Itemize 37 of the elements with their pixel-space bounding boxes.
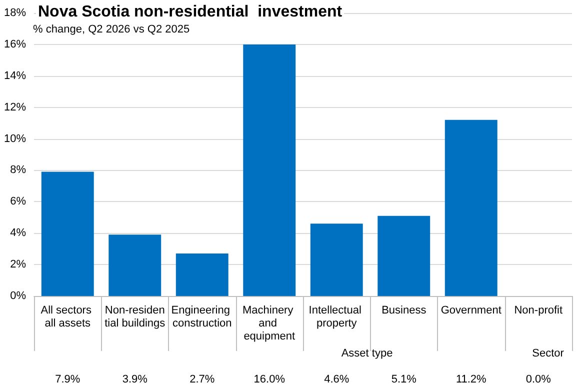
y-tick-label: 6% xyxy=(10,196,26,208)
y-tick-label: 0% xyxy=(10,290,26,302)
y-tick-label: 12% xyxy=(4,101,26,114)
x-tick-label: Engineering construction xyxy=(171,304,234,330)
x-tick-label: Non-profit xyxy=(514,304,563,316)
x-tick-label: Government xyxy=(440,304,502,316)
bar xyxy=(243,44,296,296)
data-label: 5.1% xyxy=(391,374,417,385)
y-tick-label: 16% xyxy=(4,38,26,50)
y-tick-label: 4% xyxy=(10,227,26,240)
data-label: 3.9% xyxy=(122,374,148,385)
data-label: 16.0% xyxy=(254,374,286,385)
bar xyxy=(310,224,363,296)
y-tick-label: 2% xyxy=(10,258,26,271)
text: Asset type xyxy=(341,348,393,360)
data-label: 4.6% xyxy=(324,374,350,385)
data-label: 11.2% xyxy=(456,374,487,385)
y-tick-label: 18% xyxy=(4,7,26,19)
bar xyxy=(378,216,430,296)
data-label: 0.0% xyxy=(526,374,552,385)
text: Sector xyxy=(532,348,564,360)
x-tick-label: All sectors all assets xyxy=(40,304,95,330)
x-tick-label: Intellectual property xyxy=(308,304,364,330)
text: % change, Q2 2026 vs Q2 2025 xyxy=(30,24,190,36)
bar xyxy=(176,254,228,296)
data-label: 2.7% xyxy=(190,374,215,385)
bar xyxy=(444,120,498,296)
y-tick-label: 14% xyxy=(4,70,26,82)
x-tick-label: Machinery and equipment xyxy=(242,304,296,342)
y-tick-label: 8% xyxy=(10,164,26,176)
y-tick-label: 10% xyxy=(4,132,26,145)
x-tick-label: Business xyxy=(382,304,427,316)
data-label: 7.9% xyxy=(55,374,80,385)
x-tick-label: Non-residential buildings xyxy=(104,304,166,330)
bar xyxy=(41,172,94,296)
chart-title: Nova Scotia non-residential investment xyxy=(38,4,343,20)
bar xyxy=(108,234,162,296)
